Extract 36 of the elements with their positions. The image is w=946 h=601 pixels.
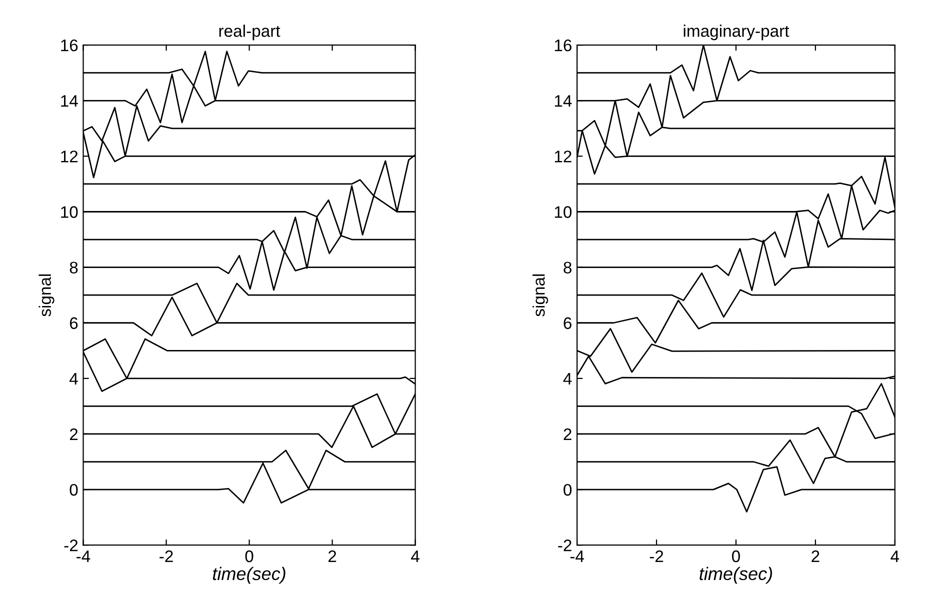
y-tick-label: 12 — [61, 150, 78, 162]
y-tick-label: 2 — [70, 428, 78, 440]
y-tick-label: 4 — [563, 373, 572, 384]
y-tick-label: 4 — [70, 373, 78, 384]
y-tick-label: 14 — [554, 95, 572, 107]
x-tick-label: -2 — [650, 550, 664, 562]
x-tick-label: -4 — [570, 550, 584, 562]
y-tick-label: 2 — [564, 428, 572, 440]
y-tick-label: 10 — [554, 206, 572, 218]
y-tick-label: 14 — [61, 95, 78, 107]
chart-title: real-part — [219, 24, 280, 40]
x-tick-label: 4 — [890, 550, 900, 562]
y-axis-title: signal — [38, 274, 54, 316]
y-tick-label: 0 — [70, 484, 78, 496]
y-tick-label: 6 — [70, 317, 78, 330]
y-axis-title: signal — [532, 274, 548, 316]
x-tick-label: 2 — [328, 550, 336, 562]
x-tick-label: -4 — [76, 550, 90, 562]
y-tick-label: 16 — [554, 39, 572, 52]
y-tick-label: 16 — [61, 39, 78, 52]
x-tick-label: 4 — [411, 550, 420, 562]
x-tick-label: 0 — [245, 550, 254, 562]
y-tick-label: 8 — [564, 262, 572, 274]
y-tick-label: -2 — [64, 540, 78, 552]
y-tick-label: 0 — [564, 484, 572, 496]
x-tick-label: 0 — [732, 550, 740, 562]
chart-title: imaginary-part — [684, 24, 790, 40]
x-axis-title: time(sec) — [700, 566, 772, 584]
y-tick-label: 8 — [70, 262, 78, 274]
x-tick-label: -2 — [160, 550, 173, 562]
y-tick-label: 12 — [554, 150, 572, 162]
y-tick-label: -2 — [558, 540, 572, 552]
y-tick-label: 10 — [61, 206, 78, 218]
y-tick-label: 6 — [564, 317, 572, 330]
x-axis-title: time(sec) — [212, 566, 286, 584]
x-tick-label: 2 — [812, 550, 820, 562]
